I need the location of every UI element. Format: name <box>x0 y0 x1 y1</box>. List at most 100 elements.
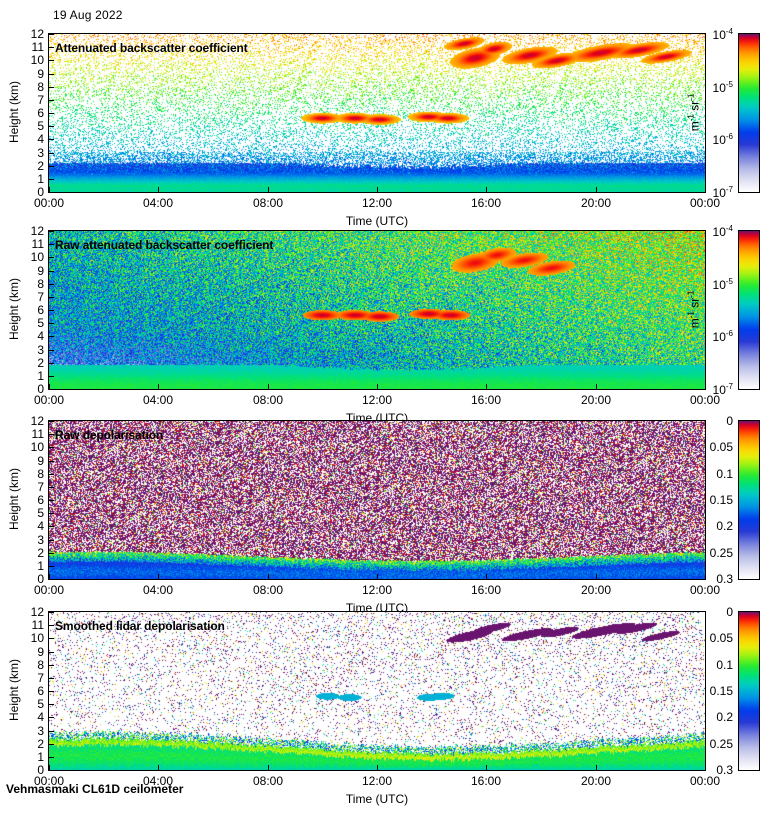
x-tick-label: 08:00 <box>252 393 284 407</box>
y-tick-mark <box>49 612 54 613</box>
y-tick-mark <box>49 665 54 666</box>
y-tick-label: 9 <box>37 645 44 659</box>
y-tick-label: 3 <box>37 724 44 738</box>
x-tick-mark <box>268 384 269 389</box>
y-tick-mark <box>49 376 54 377</box>
colorbar-tick-label: 10-5 <box>712 80 733 95</box>
colorbar-tick-label: 0.3 <box>716 763 733 777</box>
x-tick-mark <box>596 187 597 192</box>
x-tick-mark <box>705 765 706 770</box>
plot-area-attenuated-backscatter[interactable]: Attenuated backscatter coefficient <box>48 33 706 193</box>
colorbar-gradient <box>739 421 759 579</box>
x-tick-mark <box>596 765 597 770</box>
colorbar-tick-label: 0.3 <box>716 572 733 586</box>
x-tick-mark <box>49 765 50 770</box>
colorbar-tick-label: 10-4 <box>712 224 733 239</box>
y-tick-label: 9 <box>37 264 44 278</box>
y-tick-label: 12 <box>30 605 44 619</box>
panel-raw-attenuated-backscatter: Raw attenuated backscatter coefficient 0 1… <box>0 225 780 436</box>
y-tick-mark <box>49 350 54 351</box>
colorbar-raw-attenuated-backscatter[interactable] <box>738 230 760 390</box>
x-tick-mark <box>158 187 159 192</box>
colorbar-tick-label: 10-6 <box>712 132 733 147</box>
y-tick-label: 2 <box>37 737 44 751</box>
x-tick-mark <box>705 384 706 389</box>
x-tick-mark <box>49 574 50 579</box>
x-tick-mark <box>268 574 269 579</box>
y-tick-label: 5 <box>37 316 44 330</box>
x-tick-label: 12:00 <box>361 583 393 597</box>
y-tick-label: 12 <box>30 27 44 41</box>
x-tick-label: 20:00 <box>580 774 612 788</box>
y-tick-label: 3 <box>37 146 44 160</box>
y-tick-label: 9 <box>37 454 44 468</box>
y-tick-mark <box>49 526 54 527</box>
y-axis-title: Height (km) <box>7 81 21 144</box>
figure-caption: Vehmasmaki CL61D ceilometer <box>6 782 184 796</box>
x-tick-mark <box>486 765 487 770</box>
y-tick-mark <box>49 389 54 390</box>
panel-smoothed-lidar-depolarisation: Smoothed lidar depolarisation 0 1 2 3 4 5 6 7 8 9 1… <box>0 606 780 817</box>
y-tick-mark <box>49 447 54 448</box>
colorbar-tick-label: 0.25 <box>709 737 733 751</box>
y-tick-label: 5 <box>37 697 44 711</box>
colorbar-tick-label: 0.2 <box>716 519 733 533</box>
colorbar-tick-label: 0.15 <box>709 684 733 698</box>
y-tick-mark <box>49 500 54 501</box>
y-tick-mark <box>49 461 54 462</box>
x-tick-label: 00:00 <box>689 774 721 788</box>
y-tick-mark <box>49 553 54 554</box>
x-tick-mark <box>596 384 597 389</box>
y-tick-label: 6 <box>37 303 44 317</box>
y-tick-mark <box>49 244 54 245</box>
x-tick-label: 00:00 <box>33 196 65 210</box>
y-tick-label: 7 <box>37 671 44 685</box>
x-tick-label: 20:00 <box>580 393 612 407</box>
y-tick-mark <box>49 566 54 567</box>
y-tick-mark <box>49 363 54 364</box>
x-tick-mark <box>158 384 159 389</box>
x-tick-label: 00:00 <box>689 583 721 597</box>
x-tick-label: 04:00 <box>142 583 174 597</box>
x-tick-mark <box>268 765 269 770</box>
x-tick-label: 00:00 <box>33 774 65 788</box>
colorbar-attenuated-backscatter[interactable] <box>738 33 760 193</box>
x-tick-mark <box>486 384 487 389</box>
y-tick-mark <box>49 100 54 101</box>
y-tick-mark <box>49 323 54 324</box>
y-tick-mark <box>49 126 54 127</box>
y-tick-mark <box>49 513 54 514</box>
y-tick-mark <box>49 74 54 75</box>
plot-area-raw-attenuated-backscatter[interactable]: Raw attenuated backscatter coefficient <box>48 230 706 390</box>
x-tick-label: 08:00 <box>252 774 284 788</box>
x-tick-mark <box>705 574 706 579</box>
plot-area-smoothed-lidar-depolarisation[interactable]: Smoothed lidar depolarisation <box>48 611 706 771</box>
colorbar-tick-label: 0.05 <box>709 440 733 454</box>
y-tick-label: 0 <box>37 185 44 199</box>
heatmap-raw-attenuated-backscatter <box>49 231 705 389</box>
x-axis-title: Time (UTC) <box>345 214 409 228</box>
y-tick-mark <box>49 579 54 580</box>
colorbar-smoothed-lidar-depolarisation[interactable] <box>738 611 760 771</box>
y-tick-mark <box>49 153 54 154</box>
y-tick-mark <box>49 87 54 88</box>
x-tick-label: 12:00 <box>361 393 393 407</box>
colorbar-raw-depolarisation[interactable] <box>738 420 760 580</box>
y-tick-label: 9 <box>37 67 44 81</box>
y-tick-mark <box>49 179 54 180</box>
x-tick-mark <box>705 187 706 192</box>
y-tick-mark <box>49 474 54 475</box>
x-tick-mark <box>49 187 50 192</box>
y-tick-label: 10 <box>30 631 44 645</box>
y-tick-mark <box>49 744 54 745</box>
y-tick-label: 11 <box>31 618 44 632</box>
colorbar-tick-label: 10-7 <box>712 185 733 200</box>
y-tick-mark <box>49 421 54 422</box>
x-tick-mark <box>596 574 597 579</box>
y-tick-label: 7 <box>37 290 44 304</box>
y-tick-label: 3 <box>37 533 44 547</box>
y-tick-mark <box>49 113 54 114</box>
plot-area-raw-depolarisation[interactable]: Raw depolarisation <box>48 420 706 580</box>
y-tick-mark <box>49 487 54 488</box>
x-tick-label: 08:00 <box>252 583 284 597</box>
